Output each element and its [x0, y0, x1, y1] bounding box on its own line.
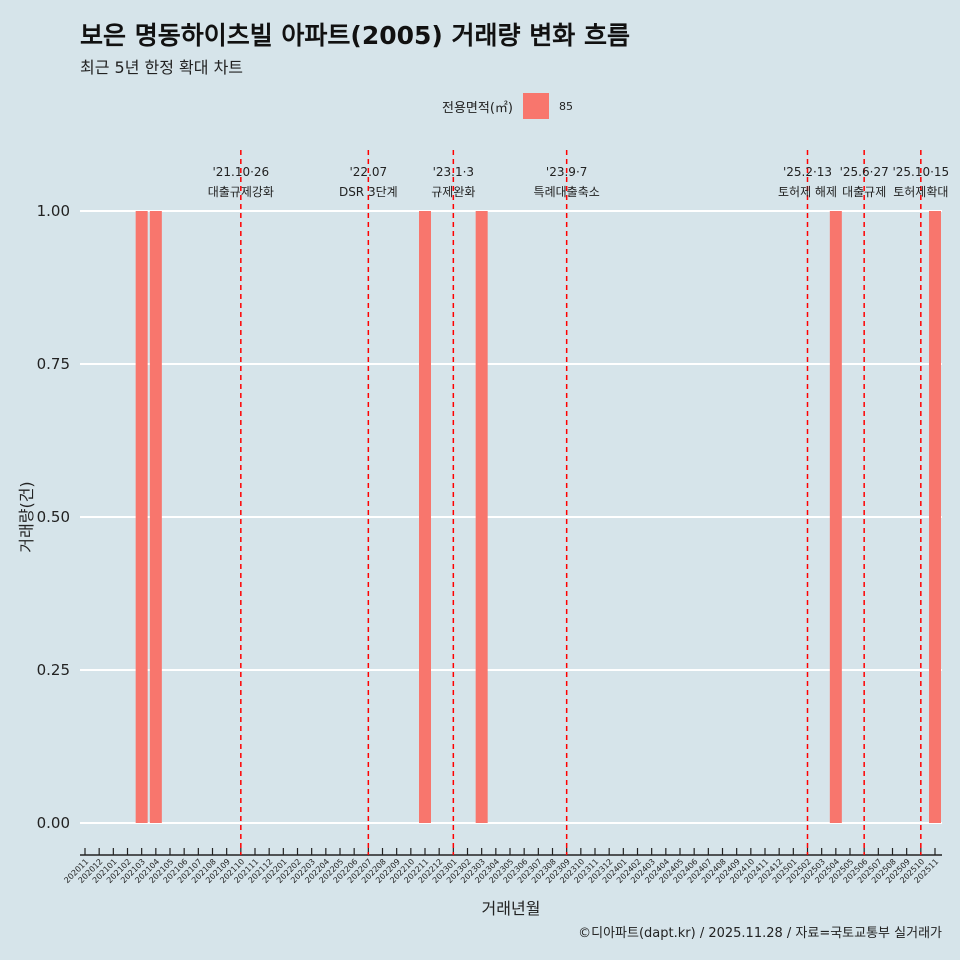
legend-swatch [522, 93, 549, 119]
bar [149, 211, 162, 823]
chart-subtitle: 최근 5년 한정 확대 차트 [80, 58, 244, 77]
bar [135, 211, 148, 823]
event-label: 토허제확대 [893, 185, 948, 199]
event-date: '25.10·15 [892, 165, 949, 179]
bar [929, 211, 941, 823]
legend: 전용면적(㎡) 85 [442, 93, 573, 119]
event-date: '21.10·26 [212, 165, 269, 179]
y-tick-label: 0.00 [37, 814, 70, 832]
event-date: '23.1·3 [433, 165, 474, 179]
event-label: 특례대출축소 [534, 185, 600, 199]
event-label: 규제완화 [431, 185, 475, 199]
y-tick-label: 0.25 [37, 661, 70, 679]
legend-title: 전용면적(㎡) [442, 100, 513, 116]
event-date: '23.9·7 [546, 165, 587, 179]
event-label: 대출규제강화 [208, 185, 274, 199]
event-label: 토허제 해제 [778, 185, 837, 199]
bar [475, 211, 488, 823]
caption: ©디아파트(dapt.kr) / 2025.11.28 / 자료=국토교통부 실… [578, 926, 942, 941]
event-label: 대출규제 [842, 185, 886, 199]
y-tick-label: 0.75 [37, 355, 70, 373]
bar [829, 211, 842, 823]
x-axis-title: 거래년월 [482, 899, 541, 918]
y-axis-title: 거래량(건) [17, 481, 36, 552]
y-tick-label: 0.50 [37, 508, 70, 526]
y-tick-label: 1.00 [37, 202, 70, 220]
event-date: '25.2·13 [783, 165, 832, 179]
legend-label: 85 [558, 99, 573, 113]
bar [419, 211, 431, 823]
event-date: '25.6·27 [840, 165, 889, 179]
chart-title: 보은 명동하이츠빌 아파트(2005) 거래량 변화 흐름 [80, 21, 630, 50]
event-label: DSR 3단계 [339, 185, 398, 199]
event-date: '22.07 [350, 165, 388, 179]
